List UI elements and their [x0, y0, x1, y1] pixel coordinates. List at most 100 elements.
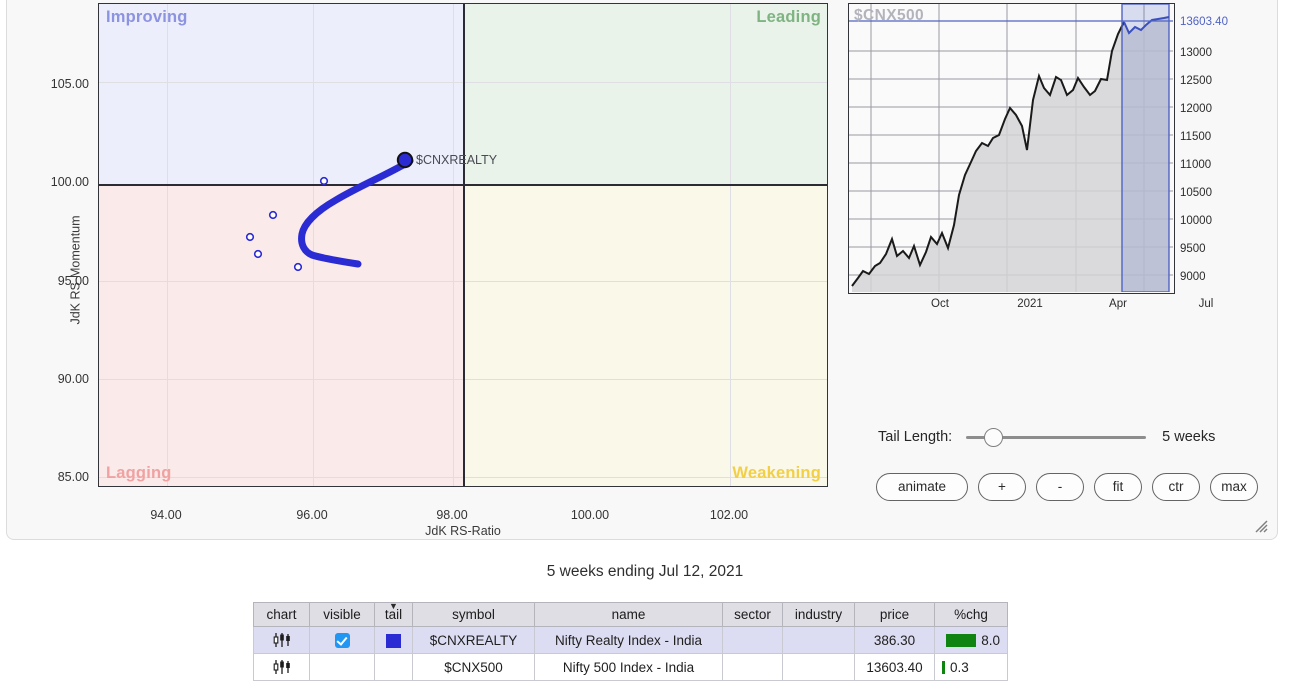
pctchg-bar — [942, 660, 945, 674]
tail-point[interactable] — [319, 176, 329, 186]
cell-pctchg: 8.0 — [934, 626, 1008, 654]
tail-length-slider[interactable] — [966, 428, 1147, 447]
quadrant-weakening — [463, 184, 827, 486]
tail-window-highlight[interactable] — [1121, 4, 1170, 292]
cell-visible[interactable] — [309, 626, 375, 654]
column-header-sector[interactable]: sector — [722, 602, 783, 627]
table-row[interactable]: $CNXREALTY Nifty Realty Index - India 38… — [253, 626, 1008, 654]
price-x-tick: 2021 — [1017, 298, 1043, 310]
symbol-table: chart visible ▼ tail symbol name sector … — [253, 602, 1008, 681]
cell-tail[interactable] — [374, 626, 413, 654]
cell-industry — [782, 626, 855, 654]
max-button[interactable]: max — [1210, 473, 1258, 501]
quadrant-label-weakening: Weakening — [732, 464, 821, 482]
rrg-chart[interactable]: Improving Leading Lagging Weakening $CNX… — [7, 0, 847, 540]
zoom-out-button[interactable]: - — [1036, 473, 1084, 501]
quadrant-label-leading: Leading — [756, 8, 821, 26]
price-chart-svg — [849, 4, 1173, 292]
column-header-symbol[interactable]: symbol — [412, 602, 535, 627]
cell-name: Nifty Realty Index - India — [534, 626, 723, 654]
tail-length-control[interactable]: Tail Length: 5 weeks — [878, 428, 1216, 447]
center-button[interactable]: ctr — [1152, 473, 1200, 501]
price-plot-area[interactable]: $CNX500 — [848, 3, 1175, 294]
visible-checkbox[interactable] — [334, 632, 350, 648]
rrg-y-axis: 105.00 100.00 95.00 90.00 85.00 — [7, 0, 847, 540]
cell-visible[interactable] — [309, 653, 375, 681]
column-header-name[interactable]: name — [534, 602, 723, 627]
tail-point[interactable] — [293, 262, 303, 272]
column-header-tail[interactable]: ▼ tail — [374, 601, 413, 627]
slider-thumb[interactable] — [984, 428, 1004, 447]
symbol-table-wrap: chart visible ▼ tail symbol name sector … — [253, 602, 1008, 681]
y-tick-label: 85.00 — [57, 470, 89, 484]
x-tick-label: 96.00 — [296, 508, 328, 522]
cell-symbol[interactable]: $CNXREALTY — [412, 626, 535, 654]
tail-length-label: Tail Length: — [878, 429, 953, 445]
axis-center-horizontal — [99, 184, 827, 186]
cell-pctchg: 0.3 — [934, 653, 1008, 681]
x-tick-label: 94.00 — [150, 508, 182, 522]
last-price-label: 13603.40 — [1180, 16, 1228, 28]
cell-symbol[interactable]: $CNX500 — [412, 653, 535, 681]
pctchg-bar — [946, 633, 977, 647]
table-row[interactable]: $CNX500 Nifty 500 Index - India 13603.40… — [253, 653, 1008, 681]
cell-chart[interactable] — [253, 653, 310, 681]
gridline-vertical — [313, 4, 314, 486]
rrg-plot-area[interactable]: Improving Leading Lagging Weakening — [98, 3, 828, 487]
tail-color-swatch[interactable] — [386, 633, 401, 648]
price-area-fill — [852, 17, 1169, 292]
chart-panel: Improving Leading Lagging Weakening $CNX… — [6, 0, 1278, 540]
column-header-visible[interactable]: visible — [309, 602, 375, 627]
column-header-tail-label: tail — [384, 607, 403, 622]
price-x-tick: Oct — [931, 298, 949, 310]
y-tick-label: 90.00 — [57, 372, 89, 386]
tail-head-point[interactable] — [396, 151, 414, 169]
gridline-vertical — [453, 4, 454, 486]
resize-handle-icon[interactable] — [1253, 518, 1269, 534]
rrg-x-axis-title: JdK RS-Ratio — [425, 524, 501, 538]
pctchg-value: 8.0 — [981, 632, 1000, 648]
price-y-tick: 12500 — [1180, 75, 1212, 87]
quadrant-label-improving: Improving — [106, 8, 188, 26]
tail-path-cnxrealty — [298, 157, 414, 268]
cell-sector — [722, 653, 783, 681]
sort-caret-icon: ▼ — [389, 601, 398, 611]
fit-button[interactable]: fit — [1094, 473, 1142, 501]
chart-controls-buttons: animate + - fit ctr max — [876, 473, 1258, 501]
column-header-chart[interactable]: chart — [253, 602, 310, 627]
tail-point[interactable] — [268, 210, 278, 220]
y-tick-label: 100.00 — [50, 175, 89, 189]
price-y-tick: 9000 — [1180, 271, 1206, 283]
column-header-industry[interactable]: industry — [782, 602, 855, 627]
tail-point[interactable] — [245, 232, 255, 242]
gridline-vertical — [730, 4, 731, 486]
y-tick-label: 105.00 — [50, 77, 89, 91]
x-tick-label: 100.00 — [570, 508, 610, 522]
column-header-price[interactable]: price — [854, 602, 935, 627]
pctchg-value: 0.3 — [950, 659, 969, 675]
price-y-tick: 10000 — [1180, 215, 1212, 227]
cell-chart[interactable] — [253, 626, 310, 654]
rrg-y-axis-title: JdK RS-Momentum — [68, 215, 83, 325]
quadrant-label-lagging: Lagging — [106, 464, 172, 482]
cell-industry — [782, 653, 855, 681]
animate-button[interactable]: animate — [876, 473, 968, 501]
cell-sector — [722, 626, 783, 654]
cell-tail[interactable] — [374, 653, 413, 681]
price-y-tick: 9500 — [1180, 243, 1206, 255]
tail-length-value: 5 weeks — [1162, 429, 1216, 445]
price-line-highlight — [1123, 16, 1170, 35]
candlestick-icon[interactable] — [272, 632, 292, 648]
x-tick-label: 102.00 — [709, 508, 749, 522]
rrg-tail-svg — [245, 151, 414, 272]
column-header-pctchg[interactable]: %chg — [934, 602, 1008, 627]
gridline-vertical — [167, 4, 168, 486]
tail-point[interactable] — [253, 249, 263, 259]
x-tick-label: 98.00 — [436, 508, 468, 522]
zoom-in-button[interactable]: + — [978, 473, 1026, 501]
price-chart[interactable]: $CNX500 13603.40 13000 12500 12000 11500… — [848, 3, 1228, 310]
price-y-tick: 11000 — [1180, 159, 1212, 171]
slider-track[interactable] — [966, 436, 1147, 439]
candlestick-icon[interactable] — [272, 659, 292, 675]
